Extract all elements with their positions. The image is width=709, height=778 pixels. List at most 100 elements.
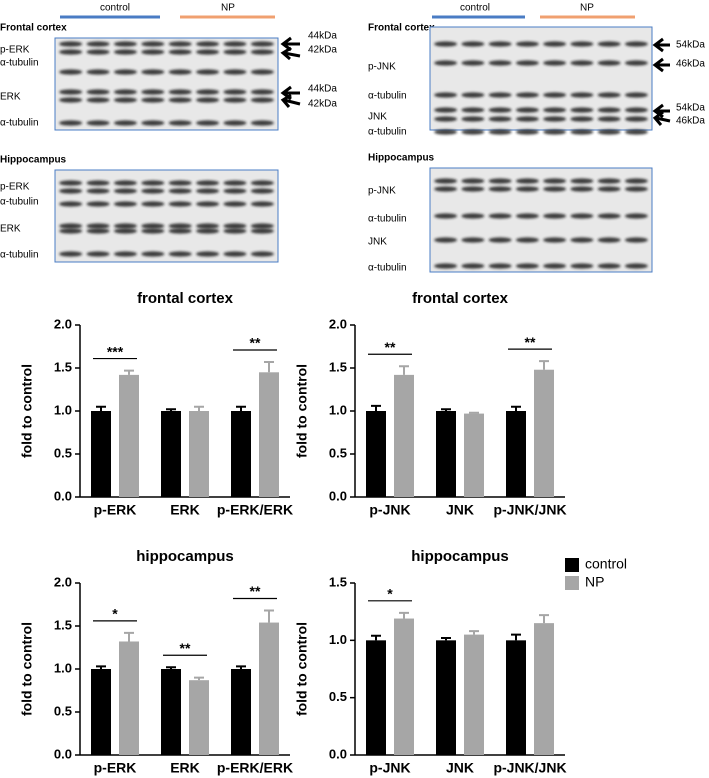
group-label: control	[460, 3, 490, 14]
band	[515, 186, 539, 192]
band	[141, 251, 165, 257]
band	[59, 41, 83, 47]
row-label: α-tubulin	[368, 127, 407, 138]
band	[168, 201, 192, 207]
bar	[119, 641, 139, 755]
band	[113, 41, 137, 47]
y-tick-label: 1.5	[329, 574, 347, 589]
band	[86, 223, 110, 229]
band	[86, 188, 110, 194]
band	[59, 223, 83, 229]
band	[461, 263, 485, 269]
chart-title: frontal cortex	[137, 290, 234, 307]
band	[434, 237, 458, 243]
band	[488, 263, 512, 269]
row-label: ERK	[0, 224, 21, 235]
error-bar	[124, 631, 134, 642]
band	[624, 263, 648, 269]
band	[597, 263, 621, 269]
band	[196, 228, 220, 234]
band	[570, 213, 594, 219]
bar	[259, 622, 279, 755]
band	[624, 116, 648, 122]
band	[543, 60, 567, 66]
arrows	[280, 36, 671, 126]
bar	[119, 374, 139, 497]
band	[461, 92, 485, 98]
band	[86, 120, 110, 126]
band	[141, 41, 165, 47]
band	[597, 129, 621, 135]
x-tick-label: p-ERK	[94, 502, 137, 518]
bar	[464, 413, 484, 497]
band	[250, 41, 274, 47]
bar	[189, 411, 209, 497]
band	[168, 69, 192, 75]
band	[59, 49, 83, 55]
row-label: α-tubulin	[368, 263, 407, 274]
band	[461, 129, 485, 135]
band	[461, 237, 485, 243]
error-bar	[236, 665, 246, 669]
band	[543, 116, 567, 122]
y-axis-label: fold to control	[19, 364, 35, 458]
band	[461, 116, 485, 122]
band	[597, 213, 621, 219]
band	[461, 213, 485, 219]
row-label: p-JNK	[368, 186, 396, 197]
band	[488, 213, 512, 219]
band	[168, 41, 192, 47]
band	[597, 178, 621, 184]
band	[113, 120, 137, 126]
band	[543, 41, 567, 47]
band	[570, 186, 594, 192]
band	[624, 92, 648, 98]
region-title: Hippocampus	[0, 155, 67, 166]
band	[434, 213, 458, 219]
error-bar	[236, 405, 246, 411]
band	[113, 49, 137, 55]
band	[113, 89, 137, 95]
error-bar	[194, 405, 204, 411]
y-tick-label: 2.0	[329, 316, 347, 331]
band	[196, 251, 220, 257]
band	[543, 129, 567, 135]
band	[515, 263, 539, 269]
row-label: α-tubulin	[0, 250, 39, 261]
significance-label: **	[250, 335, 261, 351]
bar	[161, 669, 181, 755]
bar	[506, 640, 526, 755]
group-label: NP	[221, 3, 235, 14]
band	[59, 251, 83, 257]
band	[196, 49, 220, 55]
band	[515, 92, 539, 98]
row-label: p-ERK	[0, 182, 30, 193]
band	[59, 97, 83, 103]
row-label: ERK	[0, 92, 21, 103]
band	[570, 237, 594, 243]
band	[113, 180, 137, 186]
y-tick-label: 1.5	[54, 359, 72, 374]
y-tick-label: 1.0	[54, 660, 72, 675]
band	[434, 60, 458, 66]
band	[86, 49, 110, 55]
x-tick-label: p-ERK	[94, 760, 137, 776]
y-tick-label: 0.0	[54, 488, 72, 503]
band	[86, 41, 110, 47]
band	[488, 41, 512, 47]
band	[59, 228, 83, 234]
error-bar	[194, 676, 204, 681]
error-bar	[96, 405, 106, 411]
bar	[366, 411, 386, 497]
band	[570, 129, 594, 135]
band	[86, 228, 110, 234]
y-tick-label: 0.0	[329, 488, 347, 503]
x-tick-label: p-JNK/JNK	[493, 502, 566, 518]
band	[223, 251, 247, 257]
band	[223, 188, 247, 194]
y-axis-label: fold to control	[294, 364, 310, 458]
band	[86, 69, 110, 75]
band	[113, 69, 137, 75]
band	[113, 251, 137, 257]
band	[488, 178, 512, 184]
